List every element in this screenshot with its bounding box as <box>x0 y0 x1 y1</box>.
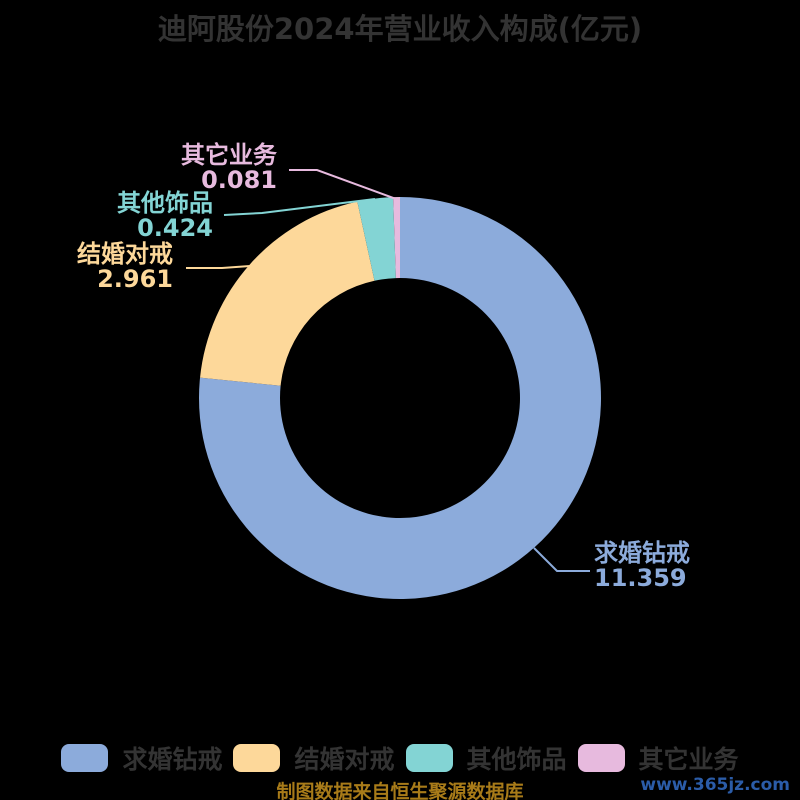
segment-label: 结婚对戒 <box>77 240 173 268</box>
chart-title: 迪阿股份2024年营业收入构成(亿元) <box>157 12 643 46</box>
watermark-link[interactable]: www.365jz.com <box>640 775 790 795</box>
data-source-note: 制图数据来自恒生聚源数据库 <box>276 781 524 800</box>
leader-line-qita-shipin <box>223 198 376 216</box>
legend-item-qita-yewu[interactable]: 其它业务 <box>577 740 739 776</box>
segment-value: 0.424 <box>137 214 213 242</box>
legend-label: 求婚钻戒 <box>122 745 223 774</box>
segment-value: 11.359 <box>594 564 687 592</box>
leader-line-qita-yewu <box>289 169 397 200</box>
segment-value: 0.081 <box>201 166 277 194</box>
leader-line-qiuhun-zuanjie <box>533 547 590 572</box>
segment-annotation-qita-yewu: 其它业务 0.081 <box>181 143 277 193</box>
legend-item-qiuhun-zuanjie[interactable]: 求婚钻戒 <box>61 740 222 776</box>
leader-line-jiehun-duijie <box>186 265 251 269</box>
segment-value: 2.961 <box>97 265 173 293</box>
wedge-qita-shipin <box>357 197 396 281</box>
segment-label: 其它业务 <box>181 141 277 169</box>
legend-label: 其它业务 <box>638 745 739 774</box>
segment-annotation-qita-shipin: 其他饰品 0.424 <box>117 191 213 241</box>
wedge-qita-yewu <box>393 197 400 279</box>
legend-item-jiehun-duijie[interactable]: 结婚对戒 <box>233 740 395 776</box>
legend-swatch <box>61 744 109 772</box>
legend-swatch <box>577 744 625 772</box>
legend-swatch <box>405 744 453 772</box>
wedge-qiuhun-zuanjie <box>198 197 601 599</box>
legend-item-qita-shipin[interactable]: 其他饰品 <box>405 740 567 776</box>
segment-annotation-jiehun-duijie: 结婚对戒 2.961 <box>77 242 173 292</box>
legend-label: 其他饰品 <box>466 745 567 774</box>
segment-label: 其他饰品 <box>117 189 213 217</box>
legend-label: 结婚对戒 <box>294 745 395 774</box>
wedge-jiehun-duijie <box>200 201 375 386</box>
segment-label: 求婚钻戒 <box>594 539 690 567</box>
legend: 求婚钻戒 结婚对戒 其他饰品 其它业务 <box>0 740 800 776</box>
segment-annotation-qiuhun-zuanjie: 求婚钻戒 11.359 <box>594 541 690 591</box>
legend-swatch <box>233 744 281 772</box>
